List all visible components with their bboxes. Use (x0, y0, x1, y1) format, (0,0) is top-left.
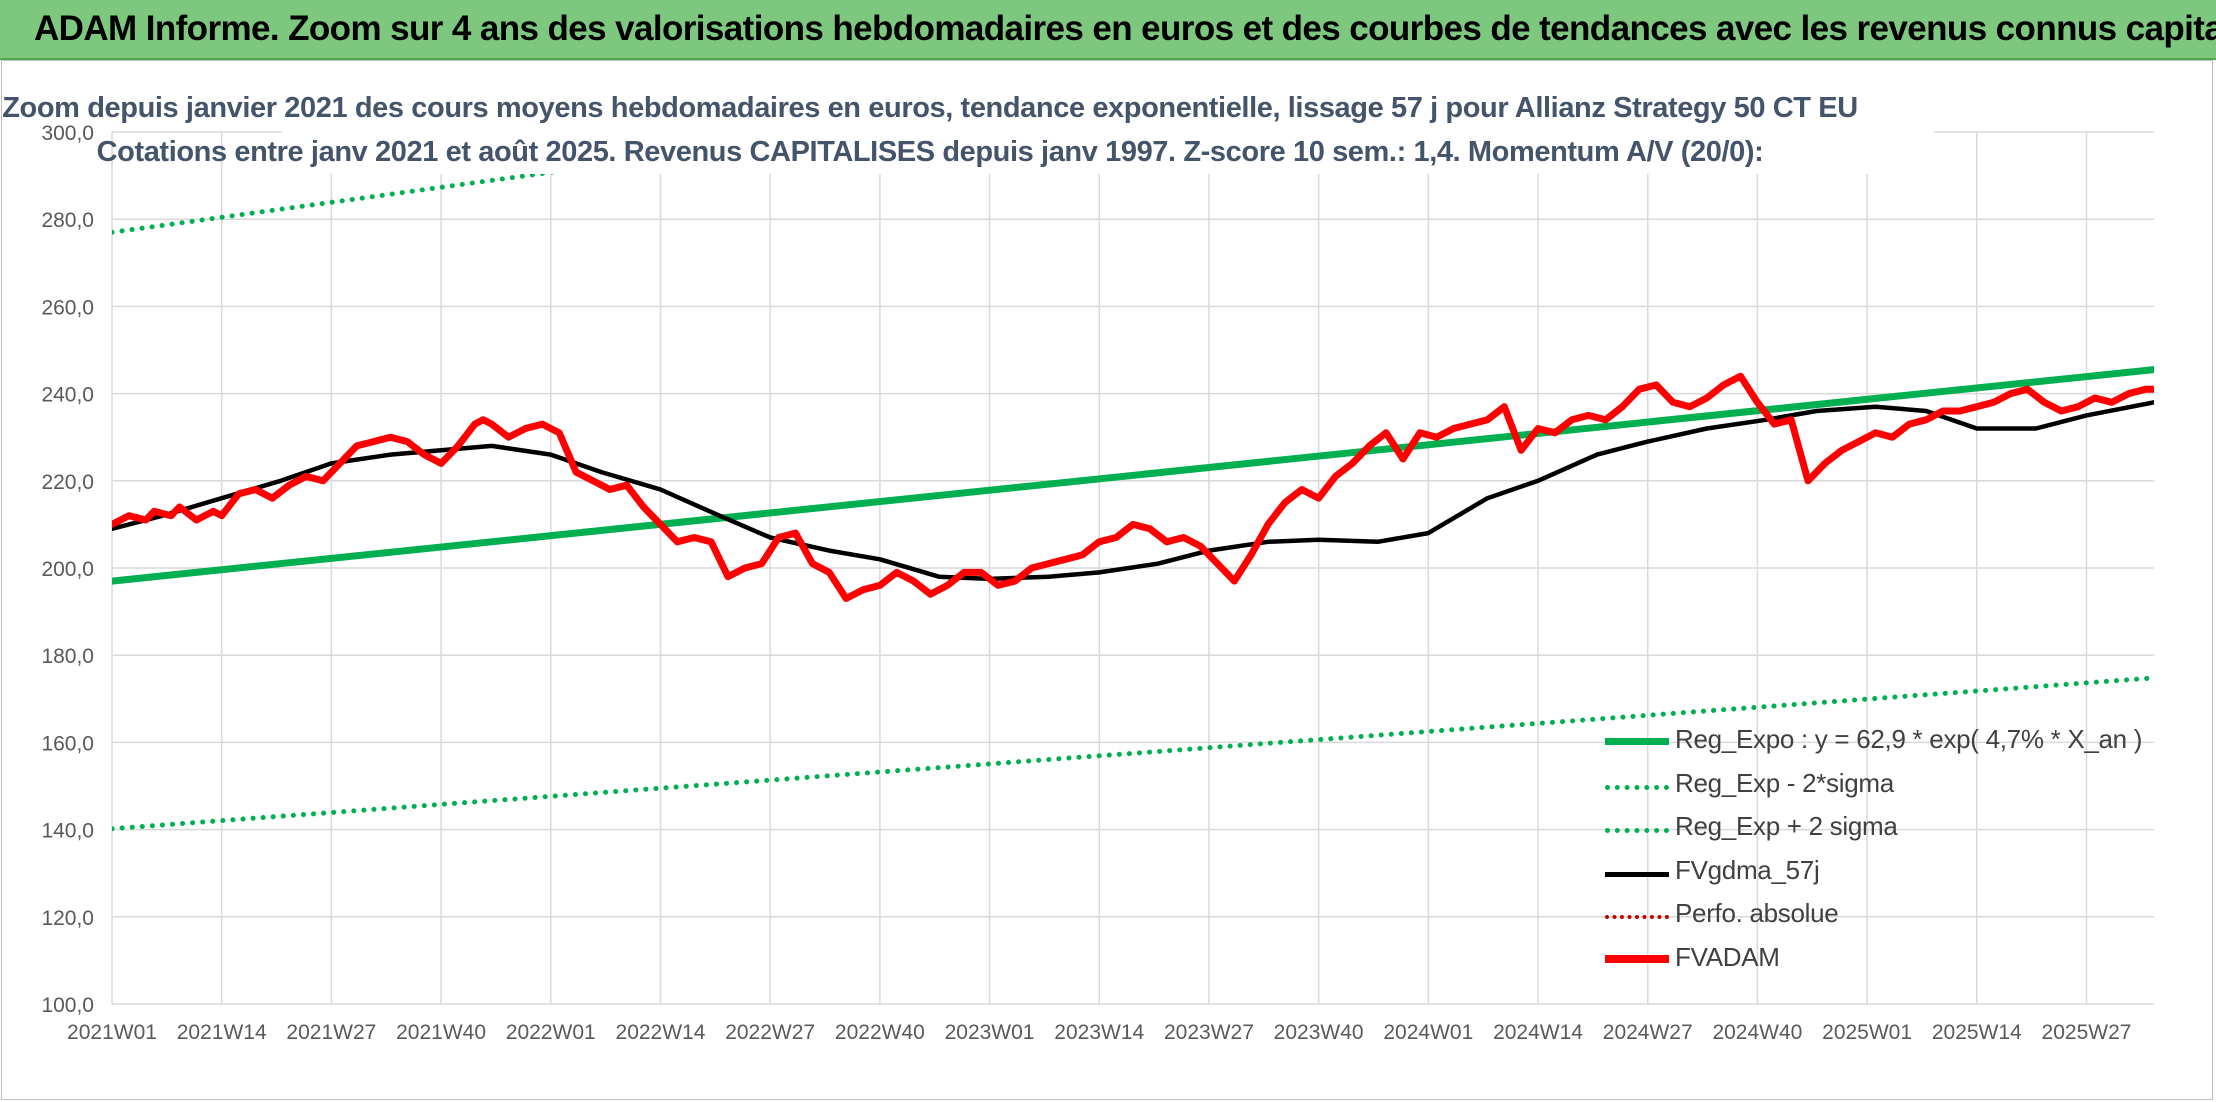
title-mask (282, 86, 1934, 174)
y-tick-label: 100,0 (41, 994, 94, 1017)
x-tick-label: 2021W01 (67, 1021, 157, 1044)
x-tick-label: 2025W01 (1822, 1021, 1912, 1044)
x-tick-label: 2024W01 (1383, 1021, 1473, 1044)
y-tick-label: 220,0 (41, 471, 94, 494)
legend-swatch-fvadam (1605, 954, 1669, 963)
chart-title-line2: Cotations entre janv 2021 et août 2025. … (96, 136, 1764, 168)
x-tick-label: 2023W14 (1054, 1021, 1144, 1044)
x-tick-label: 2025W14 (1932, 1021, 2022, 1044)
legend-swatch-fvgdma (1605, 871, 1669, 877)
chart-frame (1, 60, 2213, 1100)
y-tick-label: 300,0 (41, 122, 94, 145)
legend-label-fvgdma: FVgdma_57j (1675, 854, 1820, 885)
legend-label-reg-exp-minus: Reg_Exp - 2*sigma (1675, 767, 1894, 798)
x-tick-label: 2023W01 (945, 1021, 1035, 1044)
y-tick-label: 260,0 (41, 296, 94, 319)
legend-swatch-reg-expo (1605, 738, 1669, 745)
x-tick-label: 2022W27 (725, 1021, 815, 1044)
x-tick-label: 2024W40 (1712, 1021, 1802, 1044)
x-tick-label: 2021W27 (286, 1021, 376, 1044)
legend-label-reg-expo: Reg_Expo : y = 62,9 * exp( 4,7% * X_an ) (1675, 724, 2143, 754)
x-tick-label: 2025W27 (2042, 1021, 2132, 1044)
y-tick-label: 120,0 (41, 907, 94, 930)
y-tick-label: 240,0 (41, 384, 94, 407)
series-fvadam (112, 372, 2154, 602)
y-tick-label: 140,0 (41, 820, 94, 843)
x-tick-label: 2022W14 (616, 1021, 706, 1044)
series-reg-exp-plus-2sigma (112, 128, 894, 235)
chart-title-line1: Zoom depuis janvier 2021 des cours moyen… (2, 92, 1858, 124)
x-tick-label: 2022W01 (506, 1021, 596, 1044)
series-reg-exp-minus-2sigma (112, 675, 2154, 832)
x-tick-label: 2022W40 (835, 1021, 925, 1044)
x-tick-label: 2024W14 (1493, 1021, 1583, 1044)
y-tick-label: 280,0 (41, 209, 94, 232)
x-tick-label: 2021W14 (177, 1021, 267, 1044)
y-tick-label: 200,0 (41, 558, 94, 581)
x-tick-label: 2023W27 (1164, 1021, 1254, 1044)
report-banner: ADAM Informe. Zoom sur 4 ans des valoris… (0, 0, 2216, 60)
legend-swatch-reg-exp-plus (1605, 828, 1669, 833)
legend-label-perfo: Perfo. absolue (1675, 898, 1839, 928)
series-reg-expo (112, 366, 2154, 585)
legend-label-reg-exp-plus: Reg_Exp + 2 sigma (1675, 811, 1898, 841)
x-tick-label: 2024W27 (1603, 1021, 1693, 1044)
x-tick-label: 2021W40 (396, 1021, 486, 1044)
x-tick-label: 2023W40 (1274, 1021, 1364, 1044)
legend-swatch-perfo (1605, 915, 1669, 919)
series-fvgdma-57j (112, 400, 2154, 582)
legend-label-fvadam: FVADAM (1675, 941, 1780, 972)
y-tick-label: 160,0 (41, 732, 94, 755)
legend-swatch-reg-exp-minus (1605, 784, 1669, 790)
banner-title: ADAM Informe. Zoom sur 4 ans des valoris… (34, 9, 2216, 48)
y-tick-label: 180,0 (41, 645, 94, 668)
